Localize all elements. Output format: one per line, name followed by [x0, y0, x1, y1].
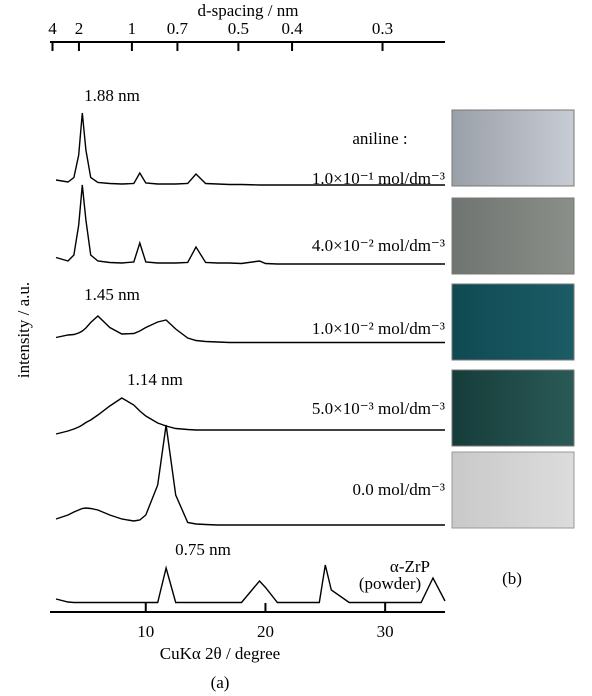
series-label: 1.0×10⁻¹ mol/dm⁻³ — [312, 169, 445, 188]
xrd-trace — [55, 564, 446, 604]
x2-tick-label: 0.4 — [281, 19, 303, 38]
x2-tick-label: 1 — [128, 19, 137, 38]
annotation: 1.45 nm — [84, 285, 140, 304]
photos — [451, 109, 575, 529]
x-tick-label: 10 — [137, 622, 154, 641]
y-axis-title: intensity / a.u. — [14, 282, 33, 378]
top-axis-title: d-spacing / nm — [197, 1, 298, 20]
annotation: 1.14 nm — [127, 370, 183, 389]
series-label: 4.0×10⁻² mol/dm⁻³ — [312, 236, 445, 255]
xrd-trace — [55, 397, 445, 435]
x2-tick-label: 4 — [48, 19, 57, 38]
x2-tick-label: 0.7 — [167, 19, 189, 38]
annotation: (powder) — [359, 574, 421, 593]
annotation: 0.75 nm — [175, 540, 231, 559]
xrd-trace — [55, 315, 445, 344]
x-axis-title: CuKα 2θ / degree — [160, 644, 280, 663]
xrd-trace — [55, 112, 445, 186]
panel-label: (a) — [211, 673, 230, 692]
series-label: 0.0 mol/dm⁻³ — [353, 480, 445, 499]
x2-tick-label: 0.5 — [228, 19, 249, 38]
xrd-trace — [55, 424, 445, 526]
xrd-trace — [55, 184, 445, 265]
x-tick-label: 30 — [377, 622, 394, 641]
annotation: 1.88 nm — [84, 86, 140, 105]
x2-tick-label: 2 — [75, 19, 84, 38]
annotation: aniline : — [352, 129, 407, 148]
series-label: α-ZrP — [390, 557, 430, 576]
series-label: 5.0×10⁻³ mol/dm⁻³ — [312, 399, 445, 418]
x-tick-label: 20 — [257, 622, 274, 641]
x2-tick-label: 0.3 — [372, 19, 393, 38]
series-label: 1.0×10⁻² mol/dm⁻³ — [312, 319, 445, 338]
panel-label: (b) — [502, 569, 522, 588]
